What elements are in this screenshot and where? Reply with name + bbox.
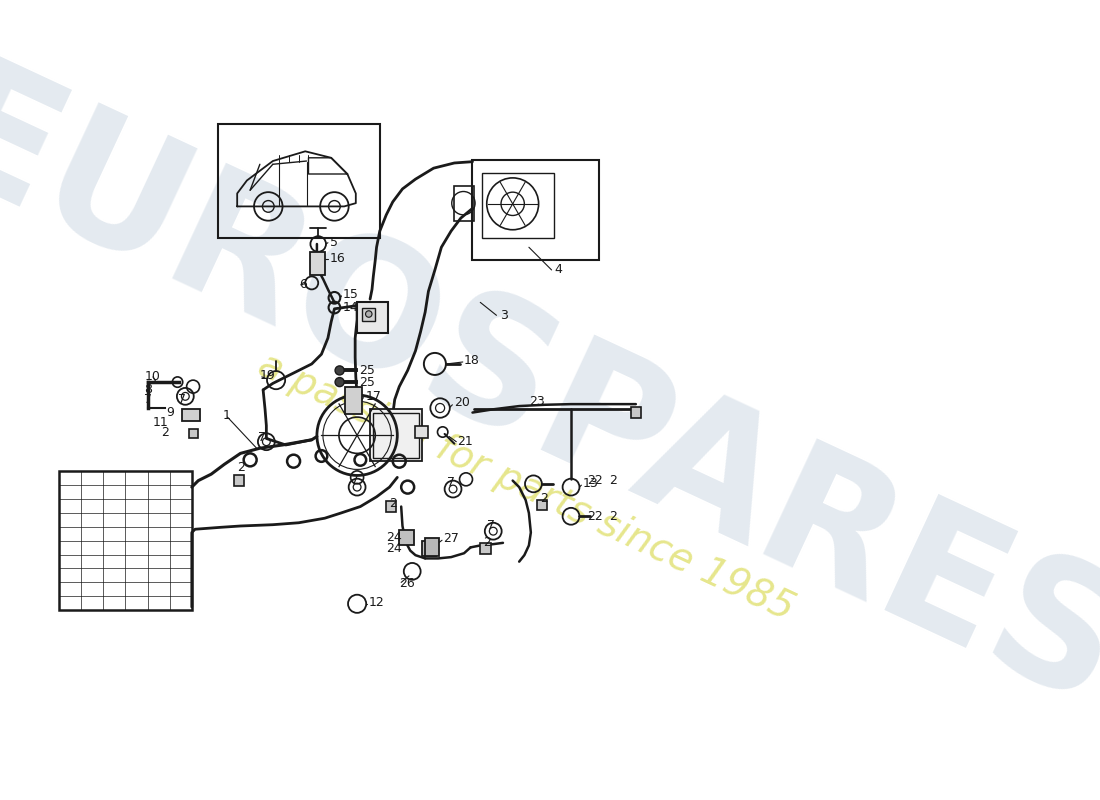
Text: 11: 11 <box>153 416 168 429</box>
Bar <box>399 530 414 546</box>
Text: 2: 2 <box>608 474 616 487</box>
Text: 10: 10 <box>144 370 161 383</box>
Bar <box>370 410 422 461</box>
Bar <box>358 302 388 334</box>
Text: 7: 7 <box>177 393 186 406</box>
Text: 18: 18 <box>464 354 480 367</box>
Circle shape <box>336 378 344 386</box>
Bar <box>188 429 198 438</box>
Text: 13: 13 <box>583 478 598 490</box>
Text: 4: 4 <box>554 263 563 277</box>
Text: 7: 7 <box>487 519 495 533</box>
Bar <box>373 413 419 458</box>
Text: 5: 5 <box>330 236 338 250</box>
Text: 25: 25 <box>359 375 375 389</box>
Bar <box>218 124 380 238</box>
Text: 19: 19 <box>260 369 276 382</box>
Text: 22: 22 <box>587 474 603 487</box>
Text: 24: 24 <box>386 531 402 544</box>
Text: 2: 2 <box>162 426 169 438</box>
Text: 22: 22 <box>587 510 603 522</box>
Circle shape <box>336 366 344 375</box>
Text: EUROSPARES: EUROSPARES <box>0 47 1100 746</box>
Bar <box>362 307 375 321</box>
Text: 6: 6 <box>299 278 307 291</box>
Bar <box>426 538 439 556</box>
Circle shape <box>365 310 372 318</box>
Text: 25: 25 <box>359 364 375 377</box>
Text: 7: 7 <box>144 393 153 406</box>
Text: 2: 2 <box>540 492 549 506</box>
Bar <box>345 386 362 414</box>
Text: 21: 21 <box>458 435 473 448</box>
Text: 2: 2 <box>484 536 492 549</box>
Text: 17: 17 <box>365 390 382 403</box>
Text: 1: 1 <box>223 410 231 422</box>
Text: a passion for parts since 1985: a passion for parts since 1985 <box>252 346 800 628</box>
Text: 24: 24 <box>386 542 402 555</box>
Bar <box>454 186 474 222</box>
Bar <box>482 173 553 238</box>
Bar <box>59 471 191 610</box>
Bar <box>537 500 547 510</box>
Bar <box>473 160 598 260</box>
Text: 16: 16 <box>330 253 345 266</box>
Text: 7: 7 <box>257 430 266 444</box>
Text: 3: 3 <box>499 309 507 322</box>
Text: 12: 12 <box>368 596 385 609</box>
Bar <box>386 502 396 512</box>
Text: 20: 20 <box>454 396 470 410</box>
Bar <box>310 253 324 275</box>
Bar <box>422 541 437 557</box>
Text: 15: 15 <box>343 288 359 301</box>
Text: 27: 27 <box>443 533 459 546</box>
Text: 2: 2 <box>608 510 616 522</box>
Bar <box>630 407 641 418</box>
Text: 8: 8 <box>144 383 153 396</box>
Text: 2: 2 <box>238 461 245 474</box>
Bar <box>234 475 244 486</box>
Text: 7: 7 <box>351 474 359 487</box>
Text: 26: 26 <box>399 577 415 590</box>
Bar <box>416 426 428 438</box>
Text: 7: 7 <box>447 476 454 489</box>
Text: 14: 14 <box>343 301 359 314</box>
Bar <box>481 543 491 554</box>
Text: 23: 23 <box>529 395 544 408</box>
Text: 9: 9 <box>166 406 174 419</box>
Bar <box>183 410 200 421</box>
Text: 2: 2 <box>389 497 397 510</box>
